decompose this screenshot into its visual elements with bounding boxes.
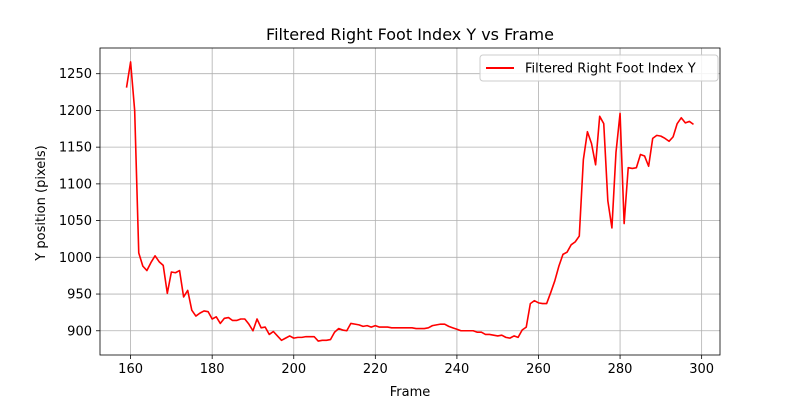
y-ticks: 900 950 1000 1050 1100 1150 1200 1250 [59,67,100,339]
x-tick-label: 280 [608,362,633,377]
axes [99,47,721,356]
legend-label: Filtered Right Foot Index Y [525,62,696,77]
series-layer [125,61,694,342]
y-axis-label: Y position (pixels) [34,145,49,261]
chart-title: Filtered Right Foot Index Y vs Frame [266,25,554,44]
y-tick-label: 1200 [59,104,92,119]
y-tick-label: 1250 [59,67,92,82]
y-tick-label: 1000 [59,251,92,266]
x-tick-label: 240 [444,362,469,377]
plot-frame [99,47,721,356]
series-line [125,61,694,342]
x-tick-label: 200 [281,362,306,377]
x-axis-label: Frame [390,385,431,400]
y-tick-label: 1100 [59,177,92,192]
grid [100,48,720,355]
legend: Filtered Right Foot Index Y [479,54,719,82]
y-tick-label: 1150 [59,141,92,156]
x-tick-label: 300 [689,362,714,377]
x-tick-label: 160 [118,362,143,377]
y-tick-label: 900 [67,324,92,339]
legend-box [479,54,719,82]
y-tick-label: 950 [67,288,92,303]
x-ticks: 160 180 200 220 240 260 280 300 [118,355,714,377]
x-tick-label: 220 [363,362,388,377]
x-tick-label: 260 [526,362,551,377]
y-tick-label: 1050 [59,214,92,229]
x-tick-label: 180 [200,362,225,377]
